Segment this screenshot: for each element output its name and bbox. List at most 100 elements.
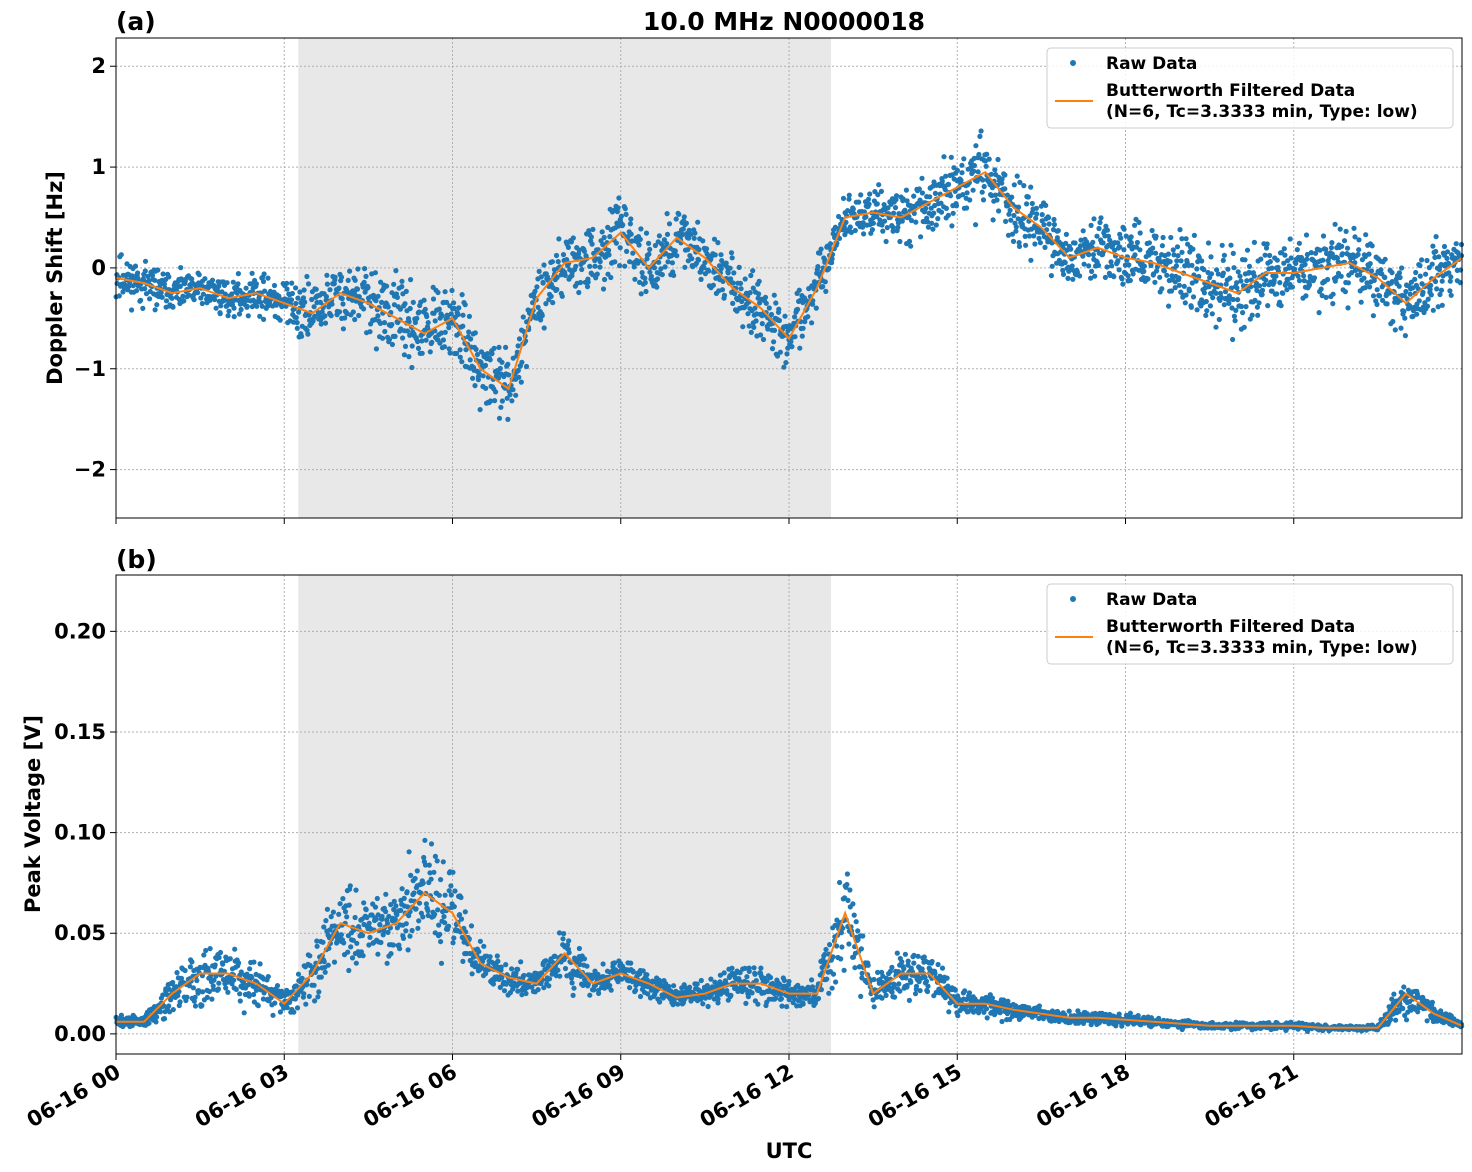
panel-a-raw-point xyxy=(375,313,381,319)
panel-a-raw-point xyxy=(1077,273,1083,279)
panel-b-raw-point xyxy=(413,906,419,912)
panel-a-raw-point xyxy=(1161,268,1167,274)
panel-a-raw-point xyxy=(776,306,782,312)
panel-a-raw-point xyxy=(554,274,560,280)
panel-a-raw-point xyxy=(1116,267,1122,273)
panel-a-raw-point xyxy=(643,288,649,295)
panel-a-raw-point xyxy=(852,227,858,234)
panel-a-raw-point xyxy=(448,311,454,317)
panel-a-raw-point xyxy=(1263,245,1270,251)
panel-a-raw-point xyxy=(665,259,671,265)
panel-b-raw-point xyxy=(375,951,381,957)
panel-a-raw-point xyxy=(1363,232,1369,238)
panel-a-raw-point xyxy=(336,309,343,315)
panel-a-raw-point xyxy=(1014,173,1020,179)
panel-b-raw-point xyxy=(584,963,590,969)
panel-a-raw-point xyxy=(581,248,588,254)
panel-a-raw-point xyxy=(1105,233,1112,239)
panel-b-raw-point xyxy=(420,880,426,886)
panel-a-raw-point xyxy=(782,313,788,319)
panel-a-raw-point xyxy=(217,311,223,317)
panel-b-raw-point xyxy=(315,994,321,1000)
panel-b-raw-point xyxy=(827,942,833,948)
panel-a-raw-point xyxy=(1183,236,1189,242)
panel-a-raw-point xyxy=(827,241,834,247)
panel-a-raw-point xyxy=(1226,300,1232,306)
panel-a-raw-point xyxy=(548,293,554,299)
panel-a-raw-point xyxy=(686,227,692,233)
panel-b-raw-point xyxy=(390,942,396,948)
panel-b-raw-point xyxy=(935,961,941,968)
panel-a-raw-point xyxy=(1294,247,1300,253)
panel-a-raw-point xyxy=(135,270,141,276)
panel-b-raw-point xyxy=(855,928,861,934)
panel-a-raw-point xyxy=(480,373,486,379)
panel-b-raw-point xyxy=(403,928,409,934)
panel-a-raw-point xyxy=(666,221,673,227)
panel-a-raw-point xyxy=(1201,267,1207,273)
panel-a-raw-point xyxy=(1362,285,1368,291)
panel-a-raw-point xyxy=(487,357,493,363)
panel-a-raw-point xyxy=(399,284,405,290)
panel-a-raw-point xyxy=(947,193,954,199)
panel-a-raw-point xyxy=(742,276,748,282)
panel-a-raw-point xyxy=(1028,184,1034,190)
panel-a-raw-point xyxy=(584,284,591,290)
panel-b-raw-point xyxy=(118,1012,124,1018)
panel-a-raw-point xyxy=(425,320,431,326)
panel-b-raw-point xyxy=(347,883,353,889)
panel-a-raw-point xyxy=(723,260,729,266)
panel-a-raw-point xyxy=(686,235,692,241)
panel-a-raw-point xyxy=(1023,242,1029,248)
panel-b-raw-point xyxy=(458,916,465,922)
panel-b-raw-point xyxy=(406,913,412,919)
panel-a-raw-point xyxy=(432,318,438,324)
panel-a-raw-point xyxy=(1150,245,1156,251)
panel-b-raw-point xyxy=(834,943,840,949)
panel-a-raw-point xyxy=(1390,318,1396,325)
panel-a-raw-point xyxy=(1453,241,1459,247)
panel-b-raw-point xyxy=(166,986,172,992)
panel-a-raw-point xyxy=(442,329,448,335)
panel-a-raw-point xyxy=(719,287,726,293)
panel-a-raw-point xyxy=(746,323,752,329)
panel-a-raw-point xyxy=(1051,221,1057,228)
panel-a-raw-point xyxy=(553,252,560,259)
panel-a-raw-point xyxy=(1055,228,1061,234)
panel-b-raw-point xyxy=(829,985,835,991)
panel-a-raw-point xyxy=(1028,257,1034,263)
panel-a-raw-point xyxy=(606,252,612,258)
panel-a-raw-point xyxy=(419,338,425,344)
panel-a-raw-point xyxy=(1170,247,1176,253)
panel-a-raw-point xyxy=(218,303,224,309)
panel-a-raw-point xyxy=(386,337,392,343)
panel-a-raw-point xyxy=(1141,263,1147,269)
panel-b-raw-point xyxy=(479,965,485,971)
panel-a-raw-point xyxy=(1358,299,1364,305)
panel-b-raw-point xyxy=(543,958,549,964)
panel-a-raw-point xyxy=(627,221,634,227)
panel-a-raw-point xyxy=(1090,239,1096,245)
panel-a-raw-point xyxy=(166,274,172,280)
panel-a-raw-point xyxy=(1374,287,1380,293)
panel-a-raw-point xyxy=(829,260,835,266)
panel-b-raw-point xyxy=(568,975,575,981)
panel-a-raw-point xyxy=(154,302,160,308)
panel-a-raw-point xyxy=(1382,256,1388,262)
panel-a-raw-point xyxy=(1213,324,1219,330)
panel-a-raw-point xyxy=(771,339,777,345)
panel-a-raw-point xyxy=(594,271,600,277)
panel-b-raw-point xyxy=(400,935,407,942)
panel-a-raw-point xyxy=(381,320,388,326)
panel-a-raw-point xyxy=(1235,297,1241,303)
panel-a-raw-point xyxy=(1304,251,1310,258)
panel-b-raw-point xyxy=(409,927,415,934)
panel-b-raw-point xyxy=(200,989,206,995)
panel-a-raw-point xyxy=(768,311,775,318)
panel-b-raw-point xyxy=(587,992,593,998)
panel-a-raw-point xyxy=(1333,274,1340,280)
panel-a-raw-point xyxy=(1216,316,1222,323)
panel-b-raw-point xyxy=(469,971,475,977)
panel-b-raw-point xyxy=(421,854,427,861)
panel-b-raw-point xyxy=(917,988,923,994)
